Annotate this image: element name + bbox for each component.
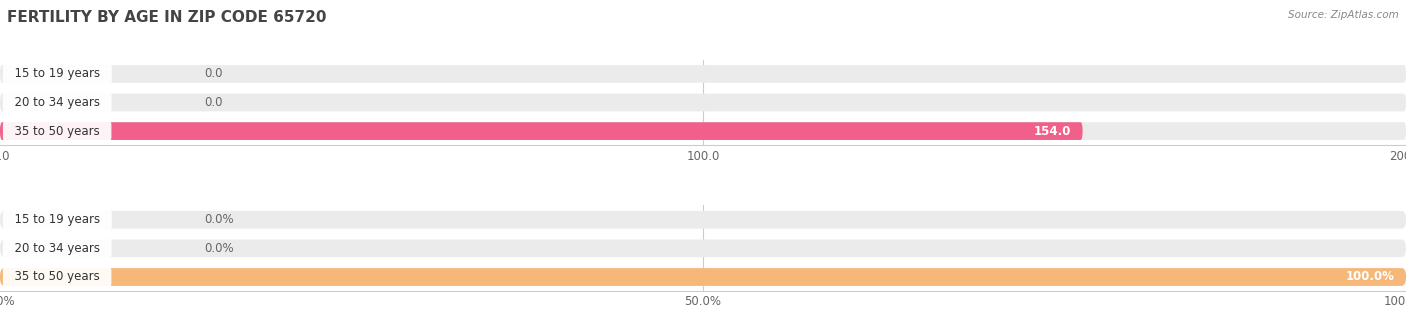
Text: FERTILITY BY AGE IN ZIP CODE 65720: FERTILITY BY AGE IN ZIP CODE 65720 bbox=[7, 10, 326, 25]
Text: 100.0%: 100.0% bbox=[1346, 270, 1395, 283]
FancyBboxPatch shape bbox=[0, 94, 1406, 111]
FancyBboxPatch shape bbox=[0, 268, 1406, 286]
Text: 35 to 50 years: 35 to 50 years bbox=[7, 270, 107, 283]
Text: 20 to 34 years: 20 to 34 years bbox=[7, 242, 107, 255]
FancyBboxPatch shape bbox=[0, 122, 1406, 140]
Text: 15 to 19 years: 15 to 19 years bbox=[7, 213, 108, 226]
Text: 154.0: 154.0 bbox=[1033, 124, 1071, 138]
FancyBboxPatch shape bbox=[0, 211, 1406, 229]
Text: 0.0%: 0.0% bbox=[204, 213, 233, 226]
Text: 0.0: 0.0 bbox=[204, 96, 222, 109]
FancyBboxPatch shape bbox=[0, 65, 1406, 83]
Text: 0.0%: 0.0% bbox=[204, 242, 233, 255]
Text: 35 to 50 years: 35 to 50 years bbox=[7, 124, 107, 138]
FancyBboxPatch shape bbox=[0, 268, 1406, 286]
Text: 15 to 19 years: 15 to 19 years bbox=[7, 68, 108, 80]
FancyBboxPatch shape bbox=[0, 122, 1083, 140]
Text: 20 to 34 years: 20 to 34 years bbox=[7, 96, 107, 109]
FancyBboxPatch shape bbox=[0, 240, 1406, 257]
Text: 0.0: 0.0 bbox=[204, 68, 222, 80]
Text: Source: ZipAtlas.com: Source: ZipAtlas.com bbox=[1288, 10, 1399, 20]
